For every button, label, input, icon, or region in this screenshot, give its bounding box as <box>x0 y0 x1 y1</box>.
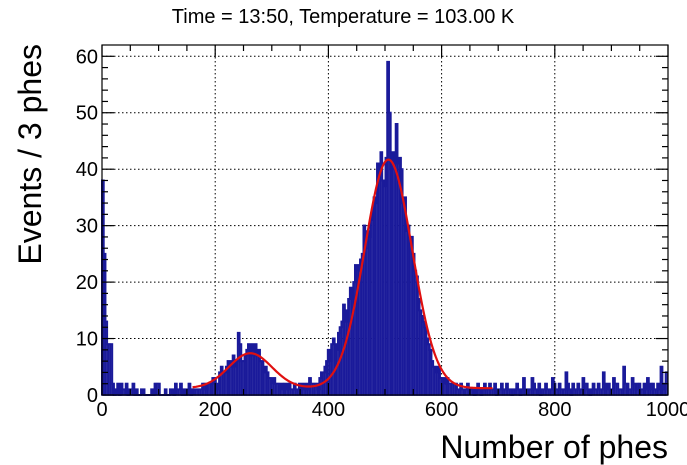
y-tick-labels: 0 10 20 30 40 50 60 <box>76 46 98 407</box>
y-tick-label: 40 <box>76 159 98 181</box>
x-tick-label: 200 <box>199 399 232 421</box>
y-tick-label: 60 <box>76 46 98 68</box>
y-tick-label: 10 <box>76 329 98 351</box>
y-tick-label: 30 <box>76 216 98 238</box>
x-tick-label: 800 <box>538 399 571 421</box>
y-tick-label: 20 <box>76 272 98 294</box>
y-axis-title: Events / 3 phes <box>12 44 48 265</box>
axis-ticks <box>101 45 669 396</box>
fit-curve-series <box>192 158 493 390</box>
x-tick-label: 600 <box>425 399 458 421</box>
x-tick-label: 1000 <box>646 399 687 421</box>
x-tick-label: 0 <box>96 399 107 421</box>
fit-curve <box>192 158 493 390</box>
y-tick-label: 50 <box>76 103 98 125</box>
histogram-series <box>101 60 669 396</box>
y-tick-label: 0 <box>87 385 98 407</box>
x-axis-title: Number of phes <box>440 429 668 465</box>
chart-title: Time = 13:50, Temperature = 103.00 K <box>172 6 515 28</box>
x-tick-label: 400 <box>312 399 345 421</box>
x-tick-labels: 0 200 400 600 800 1000 <box>96 399 687 421</box>
